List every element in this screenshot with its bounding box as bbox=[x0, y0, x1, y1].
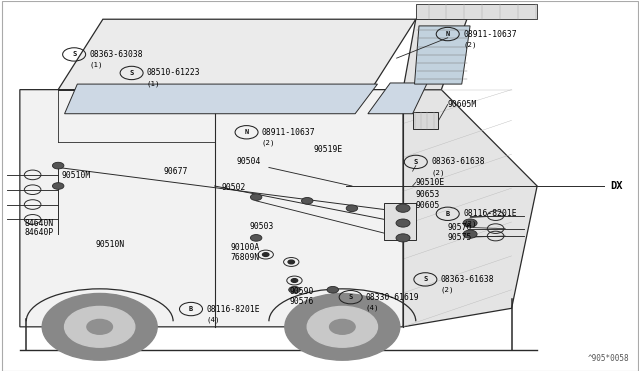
Text: S: S bbox=[129, 70, 134, 76]
Circle shape bbox=[262, 253, 269, 256]
Text: 90502: 90502 bbox=[221, 183, 245, 192]
Polygon shape bbox=[384, 203, 416, 240]
Circle shape bbox=[396, 219, 410, 227]
Polygon shape bbox=[20, 90, 442, 327]
Circle shape bbox=[87, 320, 113, 334]
Text: 90605: 90605 bbox=[416, 201, 440, 210]
Circle shape bbox=[346, 205, 358, 212]
Text: 76809N: 76809N bbox=[230, 253, 260, 262]
Text: S: S bbox=[72, 51, 76, 57]
Text: (2): (2) bbox=[262, 140, 275, 146]
Text: (2): (2) bbox=[463, 41, 477, 48]
Text: 90590: 90590 bbox=[289, 287, 314, 296]
Circle shape bbox=[288, 260, 294, 264]
Text: 90570: 90570 bbox=[448, 223, 472, 232]
Text: ^905*0058: ^905*0058 bbox=[588, 354, 630, 363]
Circle shape bbox=[42, 294, 157, 360]
Circle shape bbox=[463, 230, 477, 238]
Polygon shape bbox=[368, 83, 428, 114]
Circle shape bbox=[250, 194, 262, 201]
Text: B: B bbox=[445, 211, 450, 217]
Text: B: B bbox=[189, 306, 193, 312]
Circle shape bbox=[301, 198, 313, 204]
Text: (4): (4) bbox=[366, 304, 380, 311]
Text: 08363-61638: 08363-61638 bbox=[431, 157, 484, 166]
Text: 08116-8201E: 08116-8201E bbox=[463, 209, 516, 218]
Circle shape bbox=[52, 162, 64, 169]
Circle shape bbox=[250, 235, 262, 241]
Polygon shape bbox=[403, 19, 467, 90]
Text: (1): (1) bbox=[147, 80, 161, 87]
Text: 08510-61223: 08510-61223 bbox=[147, 68, 200, 77]
Polygon shape bbox=[413, 112, 438, 129]
Circle shape bbox=[463, 219, 477, 227]
Text: 90504: 90504 bbox=[237, 157, 261, 166]
Circle shape bbox=[330, 320, 355, 334]
Polygon shape bbox=[65, 84, 378, 114]
Text: (2): (2) bbox=[431, 169, 445, 176]
Text: 08116-8201E: 08116-8201E bbox=[206, 305, 260, 314]
Text: 90576: 90576 bbox=[289, 297, 314, 306]
Text: S: S bbox=[423, 276, 428, 282]
Text: 90653: 90653 bbox=[416, 190, 440, 199]
Text: 90575: 90575 bbox=[448, 232, 472, 242]
Text: 08363-61638: 08363-61638 bbox=[441, 275, 494, 284]
Text: 90503: 90503 bbox=[250, 222, 274, 231]
Circle shape bbox=[327, 286, 339, 293]
Text: 90510N: 90510N bbox=[95, 240, 124, 249]
Text: 90605M: 90605M bbox=[448, 100, 477, 109]
Text: 84640N: 84640N bbox=[25, 219, 54, 228]
Polygon shape bbox=[415, 26, 470, 84]
Text: 08330-61619: 08330-61619 bbox=[366, 293, 420, 302]
Circle shape bbox=[52, 183, 64, 189]
Circle shape bbox=[396, 204, 410, 212]
Circle shape bbox=[289, 286, 300, 293]
Text: N: N bbox=[445, 31, 450, 37]
Text: 08911-10637: 08911-10637 bbox=[262, 128, 316, 137]
Polygon shape bbox=[58, 19, 416, 90]
Text: (4): (4) bbox=[206, 316, 220, 323]
Text: DX: DX bbox=[611, 181, 623, 191]
Text: 84640P: 84640P bbox=[25, 228, 54, 237]
Circle shape bbox=[285, 294, 400, 360]
Text: 90100A: 90100A bbox=[230, 243, 260, 251]
Circle shape bbox=[396, 234, 410, 242]
Text: N: N bbox=[244, 129, 249, 135]
Text: 90677: 90677 bbox=[164, 167, 188, 176]
Text: S: S bbox=[413, 159, 418, 165]
Circle shape bbox=[65, 307, 135, 347]
Text: (2): (2) bbox=[463, 221, 477, 227]
Text: 08911-10637: 08911-10637 bbox=[463, 29, 516, 39]
Text: 90510M: 90510M bbox=[61, 171, 91, 180]
Polygon shape bbox=[403, 90, 537, 327]
Text: 08363-63038: 08363-63038 bbox=[90, 50, 143, 59]
Text: 90519E: 90519E bbox=[314, 145, 343, 154]
Text: (2): (2) bbox=[441, 286, 454, 293]
Text: 90510E: 90510E bbox=[416, 178, 445, 187]
Polygon shape bbox=[416, 4, 537, 19]
Circle shape bbox=[291, 279, 298, 282]
Text: S: S bbox=[349, 294, 353, 300]
Text: (1): (1) bbox=[90, 61, 103, 68]
Circle shape bbox=[307, 307, 378, 347]
